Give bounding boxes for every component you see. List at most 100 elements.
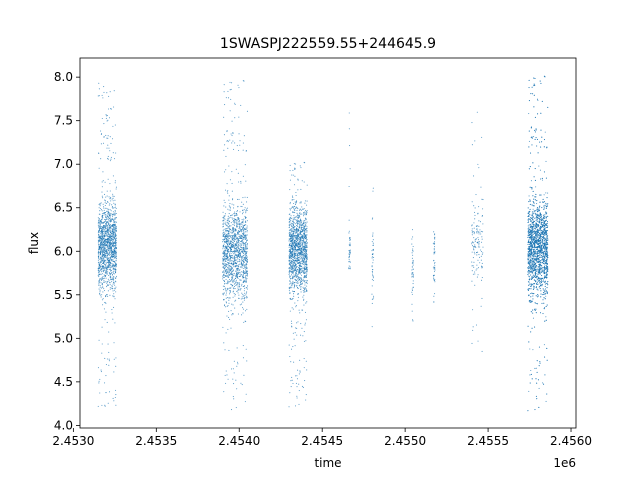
data-point — [241, 263, 243, 265]
data-point — [98, 248, 101, 250]
data-point — [299, 284, 301, 286]
data-point — [476, 230, 478, 232]
data-point — [246, 227, 248, 229]
data-point — [473, 249, 475, 251]
data-point — [293, 215, 295, 217]
data-point — [103, 136, 105, 138]
data-point — [107, 210, 109, 212]
data-point — [242, 260, 244, 262]
data-point — [237, 231, 239, 233]
data-point — [299, 280, 301, 282]
data-point — [476, 241, 479, 243]
data-point — [231, 217, 233, 219]
data-point — [481, 250, 483, 253]
data-point — [292, 277, 294, 279]
data-point — [482, 252, 484, 254]
data-point — [300, 288, 302, 290]
data-point — [223, 228, 225, 230]
data-point — [112, 238, 114, 240]
data-point — [231, 259, 233, 261]
data-point — [246, 196, 248, 199]
data-point — [232, 378, 234, 380]
data-point — [112, 200, 114, 202]
data-point — [243, 135, 245, 137]
data-point — [232, 198, 234, 200]
data-point — [297, 189, 299, 191]
data-point — [231, 230, 233, 232]
data-point — [235, 212, 238, 215]
data-point — [107, 271, 109, 273]
data-point — [475, 247, 477, 249]
data-point — [226, 222, 228, 224]
data-point — [114, 269, 116, 271]
data-point — [222, 326, 224, 328]
data-point — [112, 229, 114, 231]
data-point — [294, 244, 297, 246]
data-point — [304, 261, 306, 263]
data-point — [231, 254, 233, 257]
data-point — [304, 162, 306, 164]
data-point — [292, 266, 294, 268]
data-point — [306, 273, 308, 275]
data-point — [110, 247, 112, 249]
data-point — [232, 304, 234, 306]
data-point — [105, 223, 107, 225]
data-point — [230, 237, 232, 239]
data-point — [306, 184, 308, 186]
data-point — [290, 386, 292, 388]
data-point — [108, 271, 110, 274]
data-point — [290, 298, 292, 301]
data-point — [103, 213, 105, 215]
data-point — [99, 238, 101, 240]
data-point — [102, 291, 104, 293]
data-point — [238, 235, 240, 238]
data-point — [299, 268, 301, 270]
data-point — [227, 378, 229, 380]
data-point — [411, 303, 413, 305]
data-point — [224, 251, 226, 253]
data-point — [471, 244, 474, 246]
data-point — [302, 263, 304, 265]
data-point — [234, 248, 236, 250]
data-point — [110, 264, 112, 266]
data-point — [228, 199, 230, 201]
data-point — [297, 242, 300, 244]
data-point — [234, 270, 237, 272]
data-point — [238, 223, 240, 225]
data-point — [101, 299, 103, 301]
data-point — [240, 238, 242, 240]
data-point — [303, 238, 305, 240]
data-point — [98, 237, 100, 239]
data-point — [298, 383, 300, 385]
data-point — [296, 322, 298, 324]
data-point — [105, 263, 107, 265]
data-point — [290, 266, 292, 268]
data-point — [432, 266, 434, 268]
data-point — [289, 310, 291, 312]
data-point — [105, 114, 107, 116]
data-point — [101, 248, 103, 250]
data-point — [223, 285, 225, 288]
data-point — [290, 258, 293, 260]
data-point — [295, 306, 297, 308]
data-point — [115, 152, 117, 154]
data-point — [113, 195, 115, 198]
data-point — [371, 218, 373, 220]
data-point — [101, 343, 103, 345]
data-point — [106, 245, 108, 247]
data-point — [114, 267, 116, 269]
data-point — [104, 404, 106, 406]
data-point — [289, 226, 291, 228]
data-point — [305, 271, 307, 274]
data-point — [100, 222, 102, 225]
chart-title: 1SWASPJ222559.55+244645.9 — [220, 36, 436, 52]
data-point — [226, 282, 228, 285]
data-point — [302, 223, 305, 225]
data-point — [292, 259, 295, 261]
data-point — [372, 277, 374, 279]
data-point — [229, 209, 231, 211]
data-point — [106, 285, 108, 287]
data-point — [98, 222, 100, 224]
data-point — [102, 228, 104, 230]
data-point — [246, 297, 248, 299]
